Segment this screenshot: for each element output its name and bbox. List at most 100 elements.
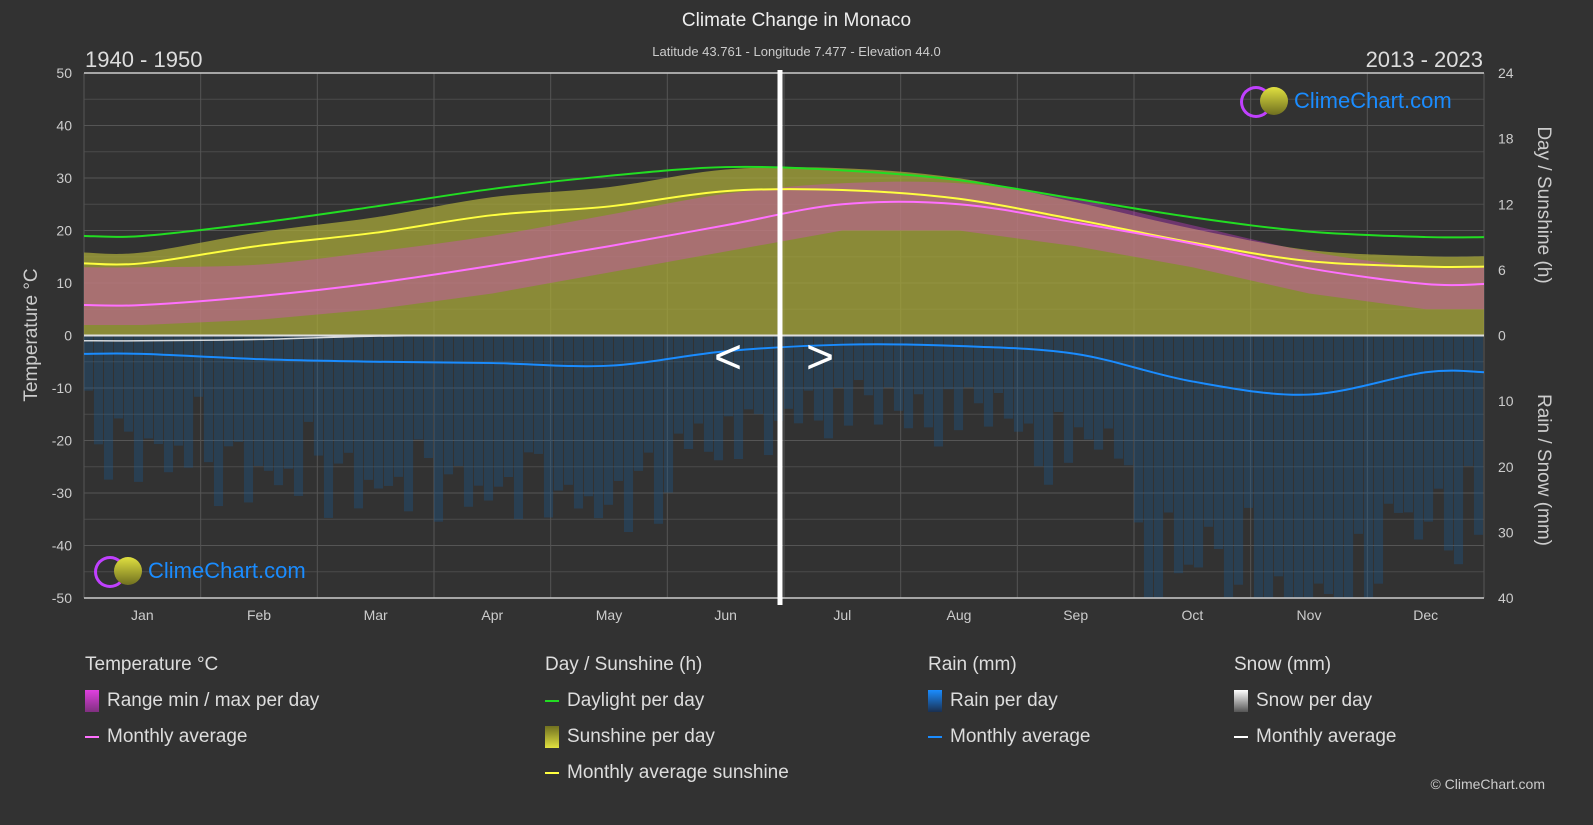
rain-bar [1354, 335, 1363, 534]
sunshine-area [84, 167, 1484, 336]
rain-bar [1224, 335, 1233, 598]
rain-bar [574, 335, 583, 509]
rain-bar [354, 335, 363, 509]
y-right-top-tick-label: 12 [1498, 196, 1514, 212]
rain-bar [764, 335, 773, 456]
rain-bar [144, 335, 153, 439]
rain-bar [754, 335, 763, 415]
rain-bar [1094, 335, 1103, 450]
rain-bar [654, 335, 663, 524]
y-left-tick-label: 10 [56, 275, 72, 291]
line-swatch-icon [1234, 736, 1248, 738]
legend-item: Daylight per day [567, 690, 705, 711]
x-tick-label: Oct [1181, 607, 1203, 623]
rain-bar [344, 335, 353, 453]
rain-bar [104, 335, 113, 480]
rain-bar [1424, 335, 1433, 522]
y-left-tick-label: -30 [52, 485, 72, 501]
range-swatch-icon [85, 690, 99, 712]
rain-bar [794, 335, 803, 424]
rain-bar [734, 335, 743, 460]
chart-subtitle: Latitude 43.761 - Longitude 7.477 - Elev… [652, 44, 941, 59]
rain-bar [154, 335, 163, 445]
rain-bar [174, 335, 183, 446]
rain-bar [464, 335, 473, 507]
next-period-button[interactable]: > [806, 331, 835, 384]
rain-bar [1034, 335, 1043, 467]
rain-bar [1394, 335, 1403, 513]
rain-bar [644, 335, 653, 453]
rain-bar [1194, 335, 1203, 568]
y-right-bottom-tick-label: 40 [1498, 590, 1514, 606]
rain-bar [384, 335, 393, 486]
rain-bar [394, 335, 403, 477]
rain-bar [224, 335, 233, 447]
legend-item: Range min / max per day [107, 690, 320, 711]
rain-bar [884, 335, 893, 388]
legend-item: Monthly average [1256, 726, 1397, 747]
chart-title: Climate Change in Monaco [681, 10, 912, 31]
rain-bar [864, 335, 873, 396]
rain-bar [854, 335, 863, 380]
x-tick-label: Dec [1413, 607, 1438, 623]
rain-bar [1364, 335, 1373, 598]
rain-bar [304, 335, 313, 422]
y-left-tick-label: -20 [52, 433, 72, 449]
rain-bar [1344, 335, 1353, 598]
rain-bar [1184, 335, 1193, 565]
y-left-tick-label: 30 [56, 170, 72, 186]
rain-average-line [83, 343, 1485, 396]
rain-bar [454, 335, 463, 467]
snow-swatch-icon [1234, 690, 1248, 712]
x-tick-label: Apr [481, 607, 503, 623]
y-left-tick-label: -50 [52, 590, 72, 606]
legend-item: Monthly average [950, 726, 1091, 747]
rain-bar [114, 335, 123, 419]
rain-bar [214, 335, 223, 507]
rain-bar [624, 335, 633, 533]
legend-item: Monthly average sunshine [567, 762, 789, 783]
rain-bar [1164, 335, 1173, 513]
logo-top[interactable]: ClimeChart.com [1240, 86, 1452, 118]
rain-bar [784, 335, 793, 409]
legend-item: Rain per day [950, 690, 1058, 711]
rain-bar [244, 335, 253, 503]
y-left-tick-label: 0 [64, 328, 72, 344]
legend-item: Snow per day [1256, 690, 1373, 711]
rain-bar [1104, 335, 1113, 429]
logo-bottom[interactable]: ClimeChart.com [94, 556, 306, 588]
rain-swatch-icon [928, 690, 942, 712]
y-right-top-axis-label: Day / Sunshine (h) [1533, 126, 1554, 283]
y-right-top-tick-label: 18 [1498, 131, 1514, 147]
rain-bar [1374, 335, 1383, 584]
prev-period-button[interactable]: < [714, 331, 743, 384]
rain-bar [484, 335, 493, 501]
x-tick-label: Feb [247, 607, 271, 623]
legend-title: Day / Sunshine (h) [545, 654, 703, 675]
legend-title: Snow (mm) [1234, 654, 1332, 675]
rain-bar [284, 335, 293, 469]
rain-bar [674, 335, 683, 434]
x-tick-label: May [596, 607, 622, 623]
rain-bar [474, 335, 483, 486]
legend-temperature: Temperature °C Range min / max per day M… [85, 654, 319, 748]
rain-bar [604, 335, 613, 505]
y-left-tick-label: 20 [56, 223, 72, 239]
rain-bar [1024, 335, 1033, 424]
rain-bar [594, 335, 603, 519]
rain-bar [1324, 335, 1333, 594]
rain-bar [744, 335, 753, 410]
rain-bar [974, 335, 983, 404]
rain-bar [814, 335, 823, 421]
rain-bar [1404, 335, 1413, 513]
rain-bar [294, 335, 303, 496]
x-tick-label: Nov [1297, 607, 1322, 623]
rain-bar [1124, 335, 1133, 466]
x-tick-label: Mar [364, 607, 388, 623]
rain-bar [984, 335, 993, 427]
rain-bar [634, 335, 643, 471]
rain-bar [1454, 335, 1463, 565]
rain-bar [614, 335, 623, 481]
rain-bar [1174, 335, 1183, 574]
y-right-bottom-tick-label: 30 [1498, 524, 1514, 540]
